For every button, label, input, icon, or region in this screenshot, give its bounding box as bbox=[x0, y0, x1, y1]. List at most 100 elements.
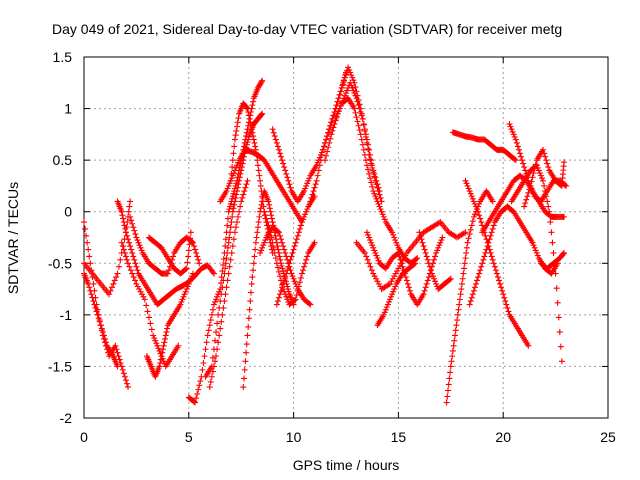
data-point bbox=[193, 395, 200, 402]
data-point bbox=[191, 243, 198, 250]
data-point bbox=[279, 284, 286, 291]
data-point bbox=[544, 160, 551, 167]
data-point bbox=[160, 342, 167, 349]
data-point bbox=[278, 262, 285, 269]
data-point bbox=[259, 77, 266, 84]
data-point bbox=[529, 174, 536, 181]
data-point bbox=[369, 242, 376, 249]
data-point bbox=[309, 191, 316, 198]
x-tick-label: 5 bbox=[185, 429, 193, 445]
data-point bbox=[289, 273, 296, 280]
data-point bbox=[360, 121, 367, 128]
data-point bbox=[164, 270, 171, 277]
data-point bbox=[381, 216, 388, 223]
data-point bbox=[293, 236, 300, 243]
data-point bbox=[126, 263, 133, 270]
data-point bbox=[185, 247, 192, 254]
data-point bbox=[117, 256, 124, 263]
data-point bbox=[206, 384, 213, 391]
data-point bbox=[314, 172, 321, 179]
data-point bbox=[323, 136, 330, 143]
data-point bbox=[307, 198, 314, 205]
data-point bbox=[224, 185, 231, 192]
data-point bbox=[492, 267, 499, 274]
data-point bbox=[332, 115, 339, 122]
data-point bbox=[112, 342, 119, 349]
data-point bbox=[353, 95, 360, 102]
data-point bbox=[378, 208, 385, 215]
data-point bbox=[235, 213, 242, 220]
data-point bbox=[318, 151, 325, 158]
data-point bbox=[212, 337, 218, 344]
data-point bbox=[552, 270, 559, 277]
data-point bbox=[88, 291, 95, 298]
data-point bbox=[534, 252, 541, 259]
data-point bbox=[293, 292, 300, 299]
data-point bbox=[548, 229, 555, 236]
data-point bbox=[196, 260, 203, 267]
data-point bbox=[374, 278, 381, 285]
data-point bbox=[258, 201, 265, 208]
data-point bbox=[246, 115, 253, 122]
y-tick-label: 1 bbox=[64, 101, 72, 117]
data-point bbox=[223, 255, 230, 262]
data-point bbox=[372, 249, 379, 256]
data-point bbox=[249, 129, 256, 136]
data-point bbox=[224, 244, 231, 251]
data-point bbox=[148, 326, 155, 333]
data-point bbox=[535, 167, 542, 174]
data-point bbox=[275, 229, 282, 236]
data-point bbox=[367, 175, 374, 182]
data-point bbox=[120, 370, 127, 377]
data-point bbox=[236, 208, 243, 215]
series-sat-y bbox=[416, 229, 454, 293]
data-point bbox=[425, 260, 432, 267]
data-point bbox=[529, 188, 536, 195]
data-point bbox=[275, 294, 282, 301]
data-point bbox=[432, 278, 439, 285]
data-point bbox=[225, 182, 232, 189]
data-point bbox=[357, 109, 364, 116]
data-point bbox=[476, 212, 483, 219]
data-point bbox=[368, 160, 375, 167]
data-point bbox=[487, 249, 494, 256]
data-point bbox=[297, 222, 304, 229]
data-point bbox=[193, 249, 200, 256]
data-point bbox=[195, 256, 202, 263]
data-point bbox=[396, 253, 403, 260]
data-point bbox=[241, 366, 248, 373]
data-point bbox=[560, 249, 567, 256]
data-point bbox=[323, 152, 330, 159]
data-point bbox=[461, 265, 468, 272]
data-point bbox=[352, 92, 359, 99]
data-point bbox=[511, 156, 518, 163]
data-point bbox=[275, 268, 282, 275]
data-point bbox=[243, 133, 250, 140]
data-point bbox=[351, 90, 358, 97]
data-point bbox=[303, 256, 310, 263]
data-point bbox=[285, 263, 292, 270]
data-point bbox=[253, 151, 260, 158]
data-point bbox=[233, 191, 240, 198]
data-point bbox=[374, 198, 381, 205]
data-point bbox=[250, 267, 257, 274]
data-point bbox=[363, 229, 370, 236]
data-point bbox=[543, 193, 550, 200]
data-point bbox=[370, 270, 377, 277]
data-point bbox=[361, 151, 368, 158]
data-point bbox=[449, 353, 456, 360]
data-point bbox=[261, 239, 268, 246]
data-point bbox=[239, 160, 246, 167]
data-point bbox=[278, 287, 285, 294]
data-point bbox=[229, 243, 236, 250]
data-point bbox=[377, 194, 384, 201]
data-point bbox=[189, 239, 196, 246]
data-point bbox=[277, 256, 284, 263]
data-point bbox=[230, 205, 237, 212]
data-point bbox=[121, 249, 128, 256]
data-point bbox=[134, 237, 141, 244]
data-point bbox=[496, 277, 503, 284]
data-point bbox=[457, 291, 464, 298]
data-point bbox=[208, 373, 215, 380]
data-point bbox=[243, 349, 250, 356]
